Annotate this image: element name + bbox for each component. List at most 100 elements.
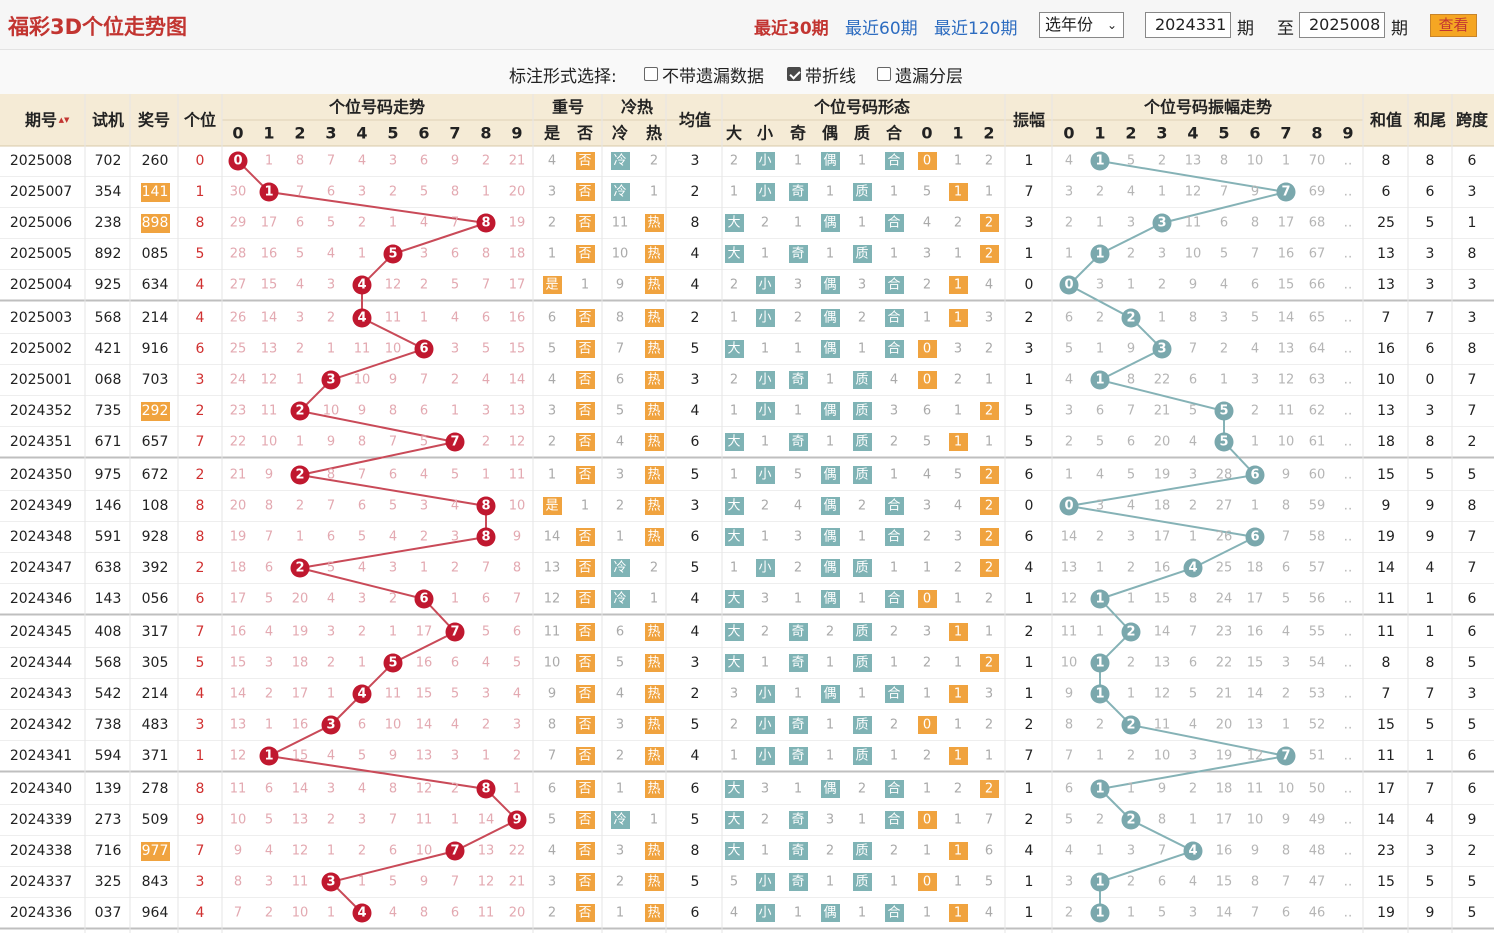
omission-value: 16 [416, 656, 433, 671]
amplitude-ball-value: 2 [1126, 625, 1135, 640]
omission-value: 2 [1189, 499, 1197, 514]
amplitude-ball-value: 0 [1064, 499, 1073, 514]
omission-value: 1 [890, 875, 898, 890]
omission-value: 15 [1216, 875, 1233, 890]
repeat-tag-text: 否 [578, 875, 591, 890]
omission-value: ‥ [1344, 749, 1353, 764]
omission-value: 3 [451, 530, 459, 545]
omission-value: 49 [1309, 813, 1326, 828]
from-period-input[interactable]: 2024331 [1145, 12, 1231, 38]
omission-value: 3 [616, 468, 624, 483]
omission-value: 7 [296, 185, 304, 200]
shape-tag [821, 214, 840, 232]
omission-value: 6 [1220, 216, 1228, 231]
amplitude-ball [1152, 213, 1172, 233]
omission-value: 5 [389, 875, 397, 890]
shape-tag [821, 466, 840, 484]
checkbox-icon[interactable] [787, 67, 801, 81]
shape-tag-text: 偶 [823, 154, 836, 169]
omission-value: 1 [858, 530, 866, 545]
omission-value: 1 [858, 342, 866, 357]
omission-value: 10 [1154, 749, 1171, 764]
header-amp-1: 1 [1094, 124, 1105, 143]
winning-digit-ball [352, 903, 372, 923]
omission-value: 1 [761, 844, 769, 859]
hot-tag-text: 热 [647, 216, 660, 231]
year-select[interactable]: 选年份 ⌄ [1039, 12, 1124, 38]
trial-cell: 068 [95, 372, 122, 388]
shape-tag-text: 大 [727, 782, 740, 797]
omission-value: 4 [985, 278, 993, 293]
header-cold: 冷 [612, 124, 628, 143]
avg-cell: 5 [691, 812, 700, 828]
prize-cell: 278 [142, 781, 169, 797]
omission-value: 8 [389, 782, 397, 797]
shape-tag-text: 合 [887, 592, 900, 607]
omission-value: 5 [548, 342, 556, 357]
recent-120-link[interactable]: 最近120期 [934, 19, 1018, 39]
omission-value: 1 [858, 813, 866, 828]
winning-digit: 9 [512, 813, 521, 828]
omission-value: 17 [416, 625, 433, 640]
omission-value: 5 [1189, 687, 1197, 702]
shape-tag [725, 340, 744, 358]
header-shape-1: 小 [757, 124, 773, 143]
omission-value: 2 [730, 278, 738, 293]
amplitude-ball [1090, 244, 1110, 264]
winning-digit-ball [476, 779, 496, 799]
avg-cell: 4 [691, 748, 700, 764]
recent-60-link[interactable]: 最近60期 [845, 19, 918, 39]
omission-value: 1 [954, 656, 962, 671]
omission-value: 3 [923, 247, 931, 262]
omission-value: 15 [1154, 592, 1171, 607]
view-button[interactable]: 查看 [1430, 14, 1477, 37]
omission-value: 2 [923, 749, 931, 764]
checkbox-icon[interactable] [877, 67, 891, 81]
omission-value: 13 [544, 561, 561, 576]
unit-cell: 2 [196, 403, 205, 419]
option-no-omission[interactable]: 不带遗漏数据 [644, 62, 764, 87]
amplitude-ball-value: 1 [1095, 656, 1104, 671]
omission-value: 10 [385, 342, 402, 357]
omission-value: 1 [761, 656, 769, 671]
shape-tag [725, 590, 744, 608]
omission-value: 1 [420, 311, 428, 326]
unit-cell: 5 [196, 246, 205, 262]
omission-value: 1 [327, 687, 335, 702]
omission-value: 1 [1065, 247, 1073, 262]
omission-value: 3 [420, 247, 428, 262]
omission-value: 4 [1065, 844, 1073, 859]
omission-value: 2 [548, 435, 556, 450]
header-digit-0: 0 [232, 124, 243, 143]
sum-cell: 8 [1382, 153, 1391, 169]
repeat-tag [576, 716, 595, 734]
shape-tag-text: 奇 [791, 655, 804, 671]
omission-value: 9 [1282, 813, 1290, 828]
option-layered-omission[interactable]: 遗漏分层 [877, 62, 963, 87]
omission-value: 9 [513, 530, 521, 545]
repeat-tag-text: 否 [578, 718, 591, 733]
omission-value: 1 [890, 656, 898, 671]
shape-tag-text: 1 [954, 625, 962, 640]
omission-value: 1 [890, 561, 898, 576]
omission-value: 11 [385, 311, 402, 326]
omission-value: 12 [292, 844, 309, 859]
omission-value: 12 [509, 435, 526, 450]
omission-value: 47 [1309, 875, 1326, 890]
repeat-tag-text: 否 [578, 216, 591, 231]
omission-value: 4 [451, 311, 459, 326]
shape-tag [821, 590, 840, 608]
shape-tag-text: 奇 [791, 184, 804, 200]
winning-digit: 6 [419, 592, 428, 607]
shape-tag-text: 质 [855, 749, 868, 764]
omission-value: 46 [1309, 906, 1326, 921]
omission-value: 70 [1309, 154, 1326, 169]
omission-value: 7 [1220, 185, 1228, 200]
omission-value: ‥ [1344, 435, 1353, 450]
option-with-line[interactable]: 带折线 [787, 62, 856, 87]
to-period-input[interactable]: 2025008 [1299, 12, 1385, 38]
checkbox-icon[interactable] [644, 67, 658, 81]
winning-digit-ball [383, 244, 403, 264]
cold-tag [611, 590, 630, 608]
recent-30-link[interactable]: 最近30期 [754, 19, 829, 39]
